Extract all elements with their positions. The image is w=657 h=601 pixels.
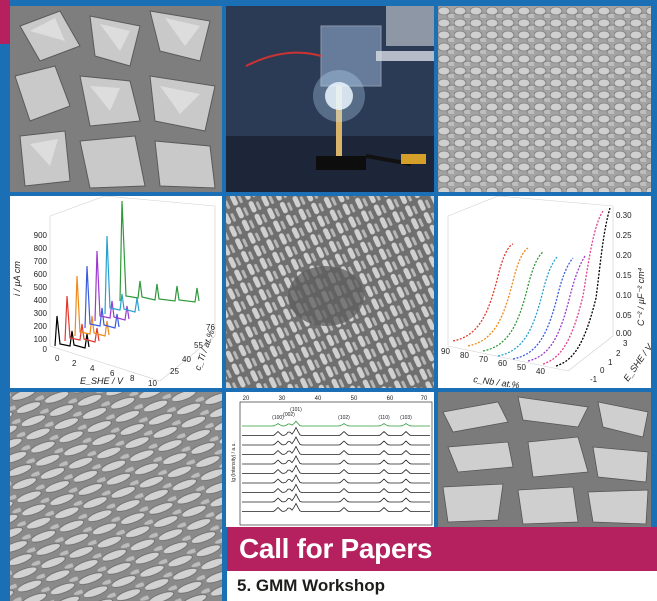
xrd-trace	[242, 420, 430, 427]
peak-label: (103)	[400, 415, 412, 421]
xrd-trace	[242, 474, 430, 484]
top-tick: 20	[243, 396, 250, 402]
sem-nanorods	[226, 196, 434, 388]
x-tick: 50	[517, 363, 526, 372]
y-tick: 1	[608, 358, 613, 367]
sem-crystal-facets	[10, 6, 222, 192]
xrd-trace	[242, 502, 430, 512]
peak-label: (002)	[283, 412, 295, 418]
xrd-trace	[242, 455, 430, 465]
x-tick: 90	[441, 347, 450, 356]
y-tick: 2	[616, 349, 621, 358]
y-tick: 600	[34, 270, 48, 279]
z-axis-label: C⁻² / µF⁻² cm⁴	[636, 267, 646, 326]
z-tick: 40	[182, 355, 191, 364]
x-tick: 70	[479, 355, 488, 364]
y-tick: 400	[34, 296, 48, 305]
y-tick: 700	[34, 257, 48, 266]
y-tick: -1	[590, 375, 598, 384]
z-tick: 0.25	[616, 231, 632, 240]
sem-fine-grains	[438, 6, 651, 192]
y-tick: 200	[34, 322, 48, 331]
xrd-trace	[242, 483, 430, 493]
z-tick: 0.05	[616, 311, 632, 320]
y-tick: 800	[34, 244, 48, 253]
z-axis-label: c_Ti / at.%	[192, 328, 216, 371]
electrochemical-cell-photo	[226, 6, 434, 192]
sem-flakes	[438, 392, 651, 527]
x-axis-label: c_Nb / at.%	[473, 374, 520, 388]
x-tick: 10	[148, 379, 157, 388]
y-axis-label: i / µA cm	[12, 261, 22, 296]
x-axis-label: E_SHE / V	[80, 376, 124, 386]
y-tick: 300	[34, 309, 48, 318]
call-for-papers-banner: Call for Papers	[227, 527, 657, 571]
peak-label: (100)	[272, 415, 284, 421]
y-tick: 100	[34, 335, 48, 344]
x-tick: 80	[460, 351, 469, 360]
z-tick: 25	[170, 367, 179, 376]
sem-elongated-grains	[10, 392, 222, 601]
top-tick: 50	[351, 396, 358, 402]
xrd-trace	[242, 445, 430, 455]
y-axis-label: lg (Intensity) / a.u.	[231, 442, 237, 482]
xrd-pattern-plot: 20 30 40 50 60 70 (100) (002) (101) (102…	[226, 392, 434, 527]
y-tick: 0	[600, 366, 605, 375]
top-tick: 40	[315, 396, 322, 402]
peak-label: (110)	[378, 415, 390, 421]
z-tick: 0.15	[616, 271, 632, 280]
x-tick: 60	[498, 359, 507, 368]
z-tick: 76	[206, 323, 215, 332]
xrd-trace	[242, 436, 430, 446]
current-density-3d-plot: 900 800 700 600 500 400 300 200 100 0 i …	[10, 196, 222, 388]
mott-schottky-3d-plot: 0.30 0.25 0.20 0.15 0.10 0.05 0.00 C⁻² /…	[438, 196, 651, 388]
z-tick: 0.20	[616, 251, 632, 260]
peak-label: (102)	[338, 415, 350, 421]
xrd-trace	[242, 464, 430, 474]
z-tick: 0.00	[616, 329, 632, 338]
z-tick: 0.30	[616, 211, 632, 220]
top-tick: 70	[421, 396, 428, 402]
workshop-subtitle: 5. GMM Workshop	[227, 571, 657, 601]
y-tick: 0	[43, 345, 48, 354]
x-tick: 2	[72, 359, 77, 368]
top-tick: 30	[279, 396, 286, 402]
xrd-trace	[242, 493, 430, 503]
z-tick: 55	[194, 341, 203, 350]
x-tick: 0	[55, 354, 60, 363]
x-tick: 6	[110, 369, 115, 378]
y-tick: 900	[34, 231, 48, 240]
x-tick: 8	[130, 374, 135, 383]
y-tick: 500	[34, 283, 48, 292]
top-tick: 60	[387, 396, 394, 402]
y-tick: 3	[623, 339, 628, 348]
xrd-trace	[242, 426, 430, 436]
peak-label: (101)	[290, 407, 302, 413]
corner-accent	[0, 0, 10, 44]
x-tick: 40	[536, 367, 545, 376]
z-tick: 0.10	[616, 291, 632, 300]
x-tick: 4	[90, 364, 95, 373]
